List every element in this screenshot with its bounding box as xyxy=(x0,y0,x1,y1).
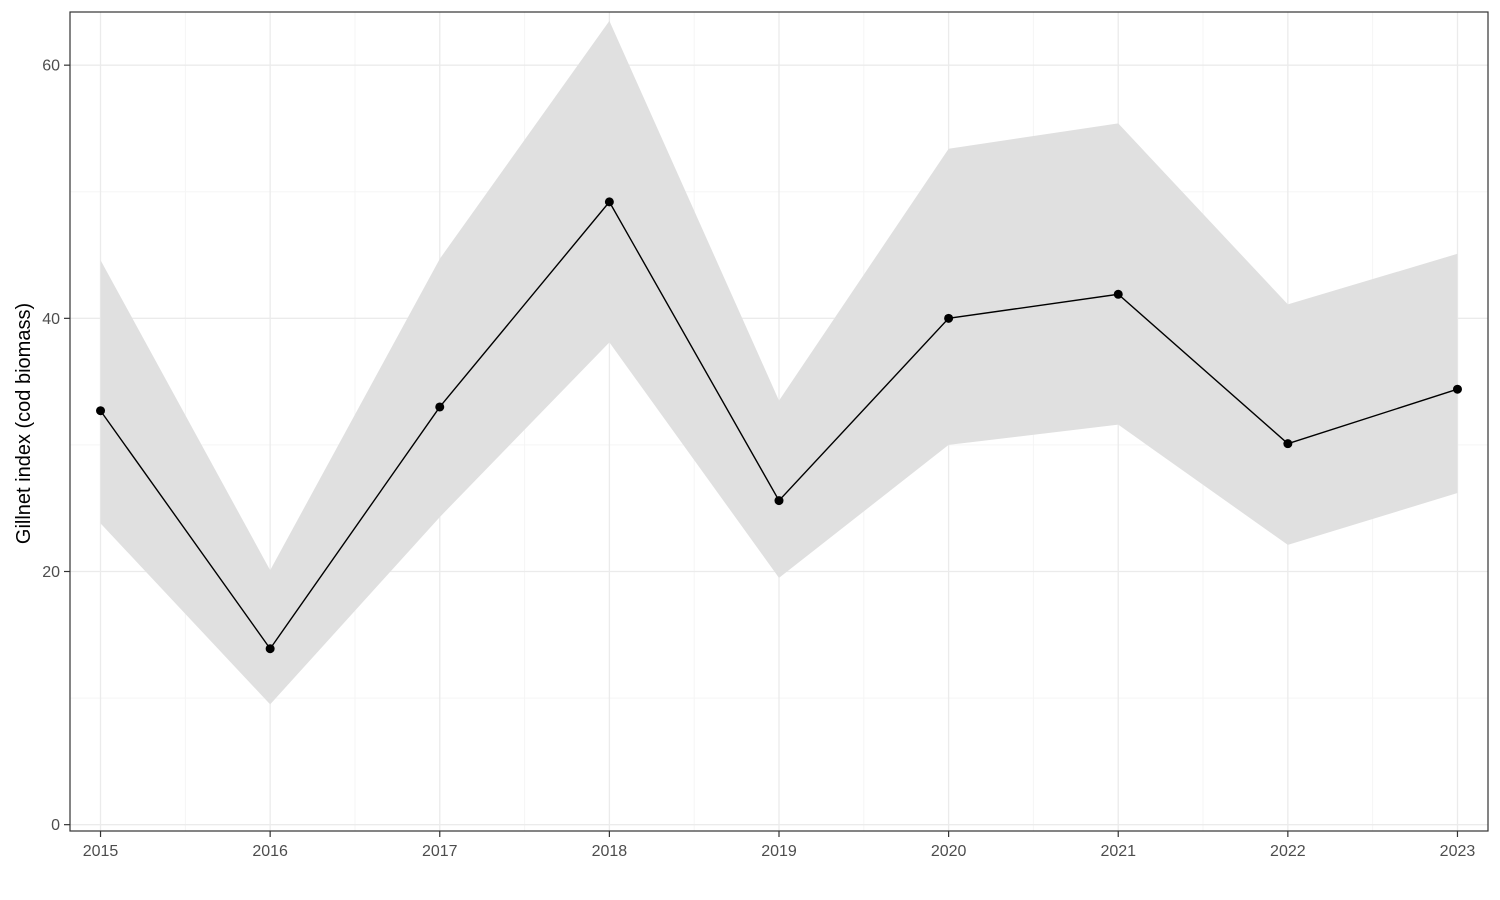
x-tick-label: 2020 xyxy=(931,843,967,860)
data-point xyxy=(774,496,784,506)
data-point xyxy=(1113,289,1123,299)
x-tick-label: 2015 xyxy=(83,843,119,860)
confidence-ribbon xyxy=(100,20,1458,705)
y-tick-label: 20 xyxy=(42,564,60,581)
data-point xyxy=(944,313,954,323)
data-point xyxy=(1452,384,1462,394)
x-tick-label: 2023 xyxy=(1440,843,1476,860)
data-points xyxy=(96,197,1462,654)
y-axis-ticks: 0 20 40 60 xyxy=(42,58,70,834)
data-point xyxy=(435,402,445,412)
data-point xyxy=(1283,439,1293,449)
y-tick-label: 0 xyxy=(51,817,60,834)
y-tick-label: 60 xyxy=(42,58,60,75)
x-tick-label: 2021 xyxy=(1100,843,1136,860)
y-tick-label: 40 xyxy=(42,311,60,328)
x-tick-label: 2017 xyxy=(422,843,458,860)
data-point xyxy=(96,406,106,416)
x-tick-label: 2018 xyxy=(592,843,628,860)
x-tick-label: 2016 xyxy=(252,843,288,860)
data-point xyxy=(604,197,614,207)
data-point xyxy=(265,644,275,654)
x-axis-ticks: 2015 2016 2017 2018 2019 2020 2021 2022 2023 xyxy=(83,831,1476,860)
x-tick-label: 2022 xyxy=(1270,843,1306,860)
x-tick-label: 2019 xyxy=(761,843,797,860)
y-axis-title: Gillnet index (cod biomass) xyxy=(13,303,35,544)
